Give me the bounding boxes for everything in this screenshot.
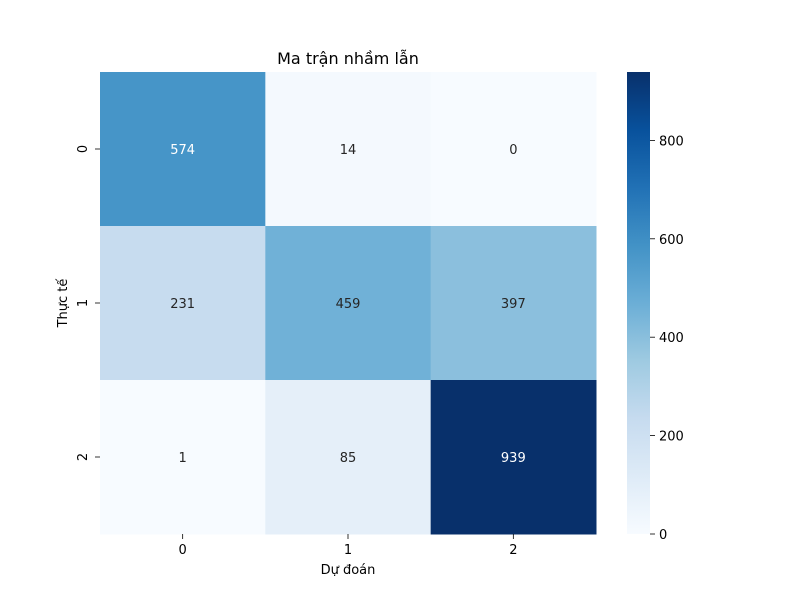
heatmap-cell-r0-c0 (100, 72, 266, 227)
y-axis-label: Thực tế (56, 279, 71, 329)
heatmap-cell-r1-c0 (100, 226, 266, 381)
colorbar-tick-label: 0 (659, 528, 667, 543)
heatmap-cell-r2-c1 (265, 380, 432, 535)
colorbar-tick-label: 400 (659, 331, 684, 346)
cell-value-label-r2-c1: 85 (340, 451, 357, 466)
y-tick-label: 2 (76, 453, 91, 461)
x-axis-label: Dự đoán (321, 563, 376, 578)
colorbar-tick-label: 800 (659, 134, 684, 149)
cell-value-label-r0-c0: 574 (170, 143, 195, 158)
heatmap-cell-r1-c1 (265, 226, 432, 381)
heatmap-cell-r1-c2 (430, 226, 597, 381)
cell-value-label-r1-c2: 397 (501, 297, 526, 312)
cell-value-label-r0-c1: 14 (340, 143, 357, 158)
cell-value-label-r1-c1: 459 (336, 297, 361, 312)
heatmap-cells (100, 72, 597, 535)
colorbar (627, 72, 650, 534)
y-tick-label: 0 (76, 145, 91, 153)
heatmap-cell-labels: 574 14 0 231 459 397 1 85 939 (170, 143, 525, 466)
colorbar-tick-label: 600 (659, 233, 684, 248)
heatmap-cell-r0-c2 (430, 72, 597, 227)
x-tick-label: 1 (344, 543, 352, 558)
x-tick-label: 2 (509, 543, 517, 558)
x-tick-label: 0 (179, 543, 187, 558)
cell-value-label-r1-c0: 231 (170, 297, 195, 312)
cell-value-label-r2-c0: 1 (179, 451, 187, 466)
heatmap-cell-r2-c0 (100, 380, 266, 535)
heatmap-cell-r2-c2 (430, 380, 597, 535)
x-axis: 0 1 2 (179, 534, 517, 558)
colorbar-ticks: 0 200 400 600 800 (650, 134, 684, 543)
colorbar-tick-label: 200 (659, 430, 684, 445)
cell-value-label-r0-c2: 0 (509, 143, 517, 158)
heatmap-cell-r0-c1 (265, 72, 432, 227)
chart-title: Ma trận nhầm lẫn (277, 49, 419, 68)
cell-value-label-r2-c2: 939 (501, 451, 526, 466)
y-tick-label: 1 (76, 299, 91, 307)
y-axis: 0 1 2 (76, 145, 100, 461)
